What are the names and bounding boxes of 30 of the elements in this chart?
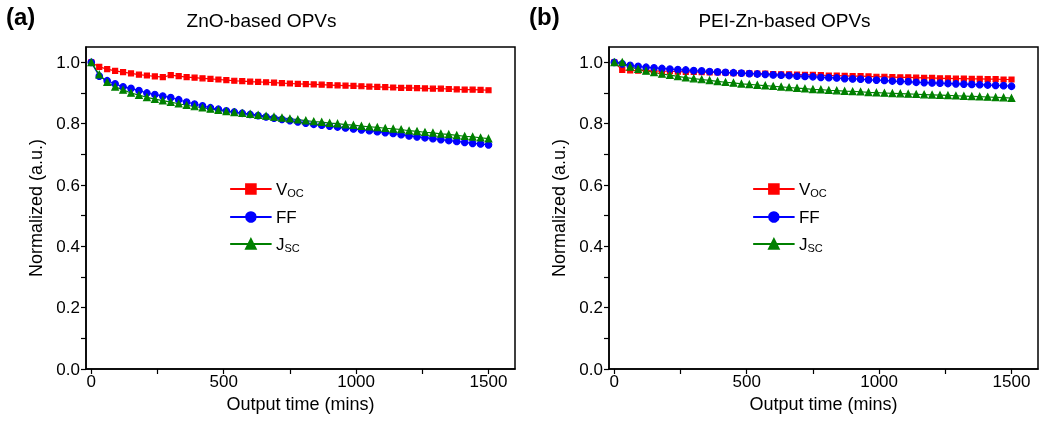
x-tick-label: 0	[86, 372, 97, 391]
y-tick-label: 0.4	[56, 236, 80, 256]
x-tick-label: 1500	[992, 372, 1031, 391]
x-tick-label: 1000	[337, 372, 376, 391]
text: (b)	[529, 2, 560, 30]
y-axis-title: Normalized (a.u.)	[549, 138, 570, 278]
y-axis-title: Normalized (a.u.)	[26, 138, 47, 278]
x-tick-label: 500	[209, 372, 238, 391]
y-tick-label: 0.0	[56, 359, 80, 379]
chart-title: ZnO-based OPVs	[186, 10, 337, 31]
y-tick-label: 0.6	[56, 175, 80, 195]
y-tick-label: 0.2	[56, 298, 80, 318]
text: (a)	[6, 2, 36, 30]
x-tick-label: 1000	[860, 372, 899, 391]
y-tick-label: 1.0	[579, 52, 603, 72]
y-tick-label: 0.0	[579, 359, 603, 379]
y-tick-label: 0.4	[579, 236, 603, 256]
legend-label: FF	[798, 207, 820, 227]
y-tick-label: 0.2	[579, 298, 603, 318]
y-tick-label: 0.8	[579, 114, 603, 134]
y-tick-label: 1.0	[56, 52, 80, 72]
x-axis-title: Output time (mins)	[226, 394, 375, 414]
y-tick-label: 0.8	[56, 114, 80, 134]
x-axis-title: Output time (mins)	[749, 394, 898, 414]
x-tick-label: 500	[732, 372, 761, 391]
legend-label: FF	[275, 207, 297, 227]
chart-title: PEI-Zn-based OPVs	[698, 10, 871, 31]
x-tick-label: 0	[609, 372, 620, 391]
y-tick-label: 0.6	[579, 175, 603, 195]
x-tick-label: 1500	[469, 372, 508, 391]
